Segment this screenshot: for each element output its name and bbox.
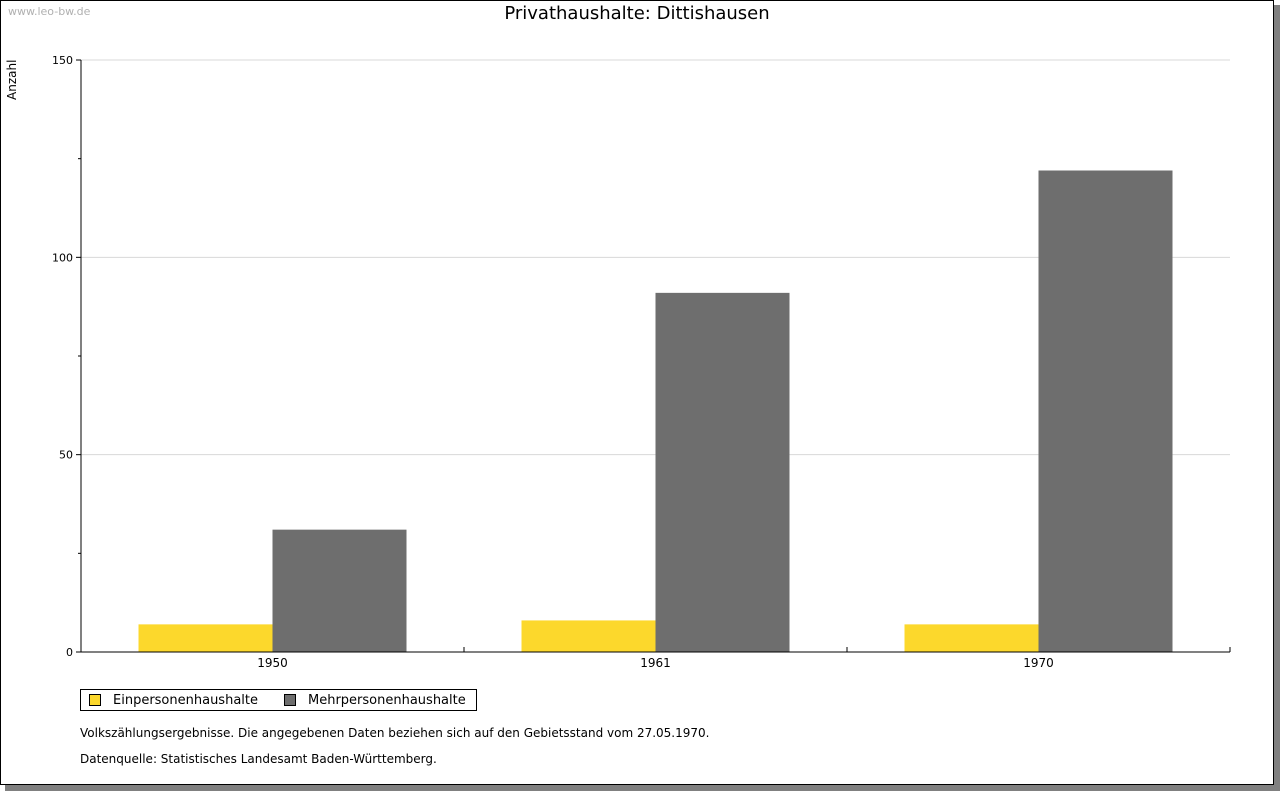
y-tick-label: 0 [66, 646, 73, 659]
bar-mehrpersonen-1961 [655, 292, 790, 652]
bar-einpersonen-1970 [904, 624, 1039, 652]
legend-item-einpersonen: Einpersonenhaushalte [89, 693, 258, 708]
bar-mehrpersonen-1950 [272, 529, 407, 652]
x-tick-label: 1970 [1023, 656, 1054, 670]
legend-item-mehrpersonen: Mehrpersonenhaushalte [284, 693, 466, 708]
note-source: Datenquelle: Statistisches Landesamt Bad… [80, 752, 437, 766]
y-tick-label: 50 [59, 449, 73, 462]
chart-title: Privathaushalte: Dittishausen [504, 3, 770, 24]
y-tick-label: 150 [52, 54, 73, 67]
bar-einpersonen-1950 [138, 624, 273, 652]
frame-shadow-right [1274, 5, 1280, 791]
y-tick-label: 100 [52, 251, 73, 264]
watermark: www.leo-bw.de [8, 5, 91, 18]
bar-mehrpersonen-1970 [1038, 170, 1173, 653]
x-tick-label: 1961 [640, 656, 671, 670]
note-census: Volkszählungsergebnisse. Die angegebenen… [80, 726, 710, 740]
frame-shadow-bottom [5, 785, 1280, 791]
bar-einpersonen-1961 [521, 620, 656, 652]
legend: Einpersonenhaushalte Mehrpersonenhaushal… [80, 689, 477, 711]
legend-swatch-mehrpersonen [284, 694, 296, 706]
legend-label-einpersonen: Einpersonenhaushalte [113, 692, 258, 708]
legend-label-mehrpersonen: Mehrpersonenhaushalte [308, 692, 466, 708]
legend-swatch-einpersonen [89, 694, 101, 706]
x-tick-label: 1950 [257, 656, 288, 670]
